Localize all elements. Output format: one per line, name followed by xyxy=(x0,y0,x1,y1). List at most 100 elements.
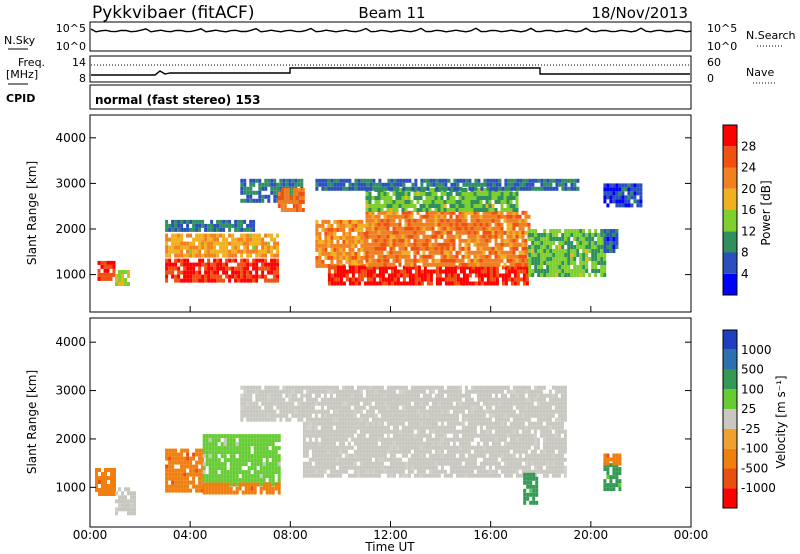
data-cell xyxy=(627,183,631,188)
data-cell xyxy=(540,253,544,257)
data-cell xyxy=(519,269,523,274)
data-cell xyxy=(434,433,438,438)
data-cell xyxy=(332,433,336,438)
data-cell xyxy=(479,262,483,267)
data-cell xyxy=(518,473,522,478)
data-cell xyxy=(258,198,262,203)
data-cell xyxy=(419,461,423,466)
data-cell xyxy=(378,182,382,187)
data-cell xyxy=(261,389,265,394)
data-cell xyxy=(425,208,429,212)
data-cell xyxy=(336,269,340,274)
data-cell xyxy=(597,269,601,273)
data-cell xyxy=(461,437,465,442)
data-cell xyxy=(333,269,337,274)
data-cell xyxy=(211,454,215,459)
data-cell xyxy=(356,437,360,442)
data-cell xyxy=(407,409,411,414)
data-cell xyxy=(220,446,224,451)
data-cell xyxy=(413,192,417,196)
data-cell xyxy=(395,401,399,406)
data-cell xyxy=(249,182,253,187)
data-cell xyxy=(198,266,202,271)
data-cell xyxy=(252,405,256,410)
data-cell xyxy=(314,461,318,466)
data-cell xyxy=(395,250,399,255)
data-cell xyxy=(279,417,283,422)
data-cell xyxy=(485,200,489,204)
data-cell xyxy=(168,223,172,228)
data-cell xyxy=(543,237,547,241)
data-cell xyxy=(371,258,375,263)
data-cell xyxy=(174,480,178,485)
data-cell xyxy=(339,259,343,264)
data-cell xyxy=(237,266,241,271)
data-cell xyxy=(497,192,501,196)
data-cell xyxy=(344,401,348,406)
data-cell xyxy=(311,385,315,390)
data-cell xyxy=(465,178,469,183)
data-cell xyxy=(425,401,429,406)
data-cell xyxy=(431,196,435,200)
data-cell xyxy=(420,178,424,183)
data-cell xyxy=(416,453,420,458)
data-cell xyxy=(183,278,187,283)
data-cell xyxy=(552,237,556,241)
data-cell xyxy=(434,401,438,406)
data-cell xyxy=(238,486,242,491)
data-cell xyxy=(524,214,528,219)
data-cell xyxy=(461,409,465,414)
data-cell xyxy=(348,231,352,236)
data-cell xyxy=(318,263,322,268)
data-cell xyxy=(202,450,206,455)
data-cell xyxy=(342,243,346,248)
data-cell xyxy=(383,196,387,200)
data-cell xyxy=(446,461,450,466)
data-cell xyxy=(217,478,221,483)
data-cell xyxy=(324,182,328,187)
data-cell xyxy=(509,254,513,259)
data-cell xyxy=(461,433,465,438)
data-cell xyxy=(591,249,595,253)
data-cell xyxy=(467,234,471,239)
data-cell xyxy=(353,401,357,406)
data-cell xyxy=(186,476,190,481)
data-cell xyxy=(217,450,221,455)
data-cell xyxy=(434,457,438,462)
data-cell xyxy=(518,441,522,446)
data-cell xyxy=(485,429,489,434)
data-cell xyxy=(240,233,244,238)
data-cell xyxy=(513,265,517,270)
data-cell xyxy=(180,241,184,246)
data-cell xyxy=(446,401,450,406)
data-cell xyxy=(419,401,423,406)
data-cell xyxy=(473,445,477,450)
data-cell xyxy=(485,425,489,430)
data-cell xyxy=(339,219,343,224)
data-cell xyxy=(324,239,328,244)
data-cell xyxy=(447,178,451,183)
data-cell xyxy=(308,413,312,418)
data-cell xyxy=(413,449,417,454)
data-cell xyxy=(243,266,247,271)
data-cell xyxy=(201,278,205,283)
data-cell xyxy=(398,397,402,402)
data-cell xyxy=(347,401,351,406)
data-cell xyxy=(356,457,360,462)
data-cell xyxy=(252,233,256,238)
data-cell xyxy=(515,441,519,446)
data-cell xyxy=(171,480,175,485)
data-cell xyxy=(300,405,304,410)
data-cell xyxy=(431,214,435,219)
data-cell xyxy=(258,233,262,238)
data-cell xyxy=(314,413,318,418)
data-cell xyxy=(368,421,372,426)
data-cell xyxy=(491,409,495,414)
data-cell xyxy=(597,237,601,241)
data-cell xyxy=(527,214,531,219)
data-cell xyxy=(232,450,236,455)
data-cell xyxy=(100,276,104,281)
data-cell xyxy=(495,265,499,270)
data-cell xyxy=(202,442,206,447)
